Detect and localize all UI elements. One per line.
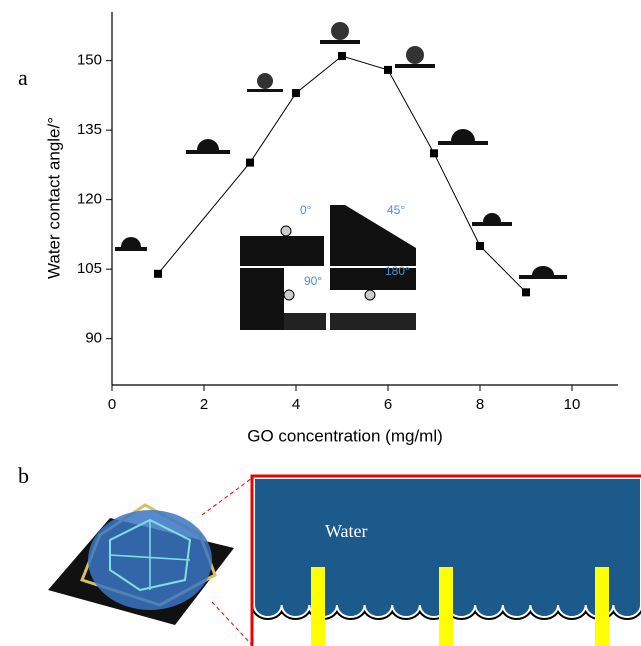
graphene-model <box>48 478 252 645</box>
x-tick-label: 0 <box>108 396 116 413</box>
x-tick-label: 6 <box>384 396 392 413</box>
inset-label: 90° <box>304 274 322 288</box>
inset-photo <box>240 268 284 330</box>
panel-label: b <box>18 463 29 488</box>
data-point <box>292 89 300 97</box>
panel-label: a <box>18 65 28 90</box>
data-point <box>154 270 162 278</box>
data-point <box>246 159 254 167</box>
inset-label: 0° <box>300 203 312 217</box>
inset-photo <box>330 313 416 330</box>
y-tick-label: 105 <box>77 260 102 277</box>
y-tick-label: 135 <box>77 121 102 138</box>
data-point <box>476 242 484 250</box>
data-point <box>384 66 392 74</box>
x-tick-label: 8 <box>476 396 484 413</box>
figure: a GO concentration (mg/ml) Water contact… <box>0 0 641 646</box>
x-tick-label: 2 <box>200 396 208 413</box>
inset-label: 45° <box>387 203 405 217</box>
x-axis-label: GO concentration (mg/ml) <box>247 426 443 445</box>
water-label: Water <box>325 521 368 541</box>
inset-photo <box>284 313 326 330</box>
data-point <box>338 52 346 60</box>
x-tick-label: 10 <box>564 396 581 413</box>
y-tick-label: 90 <box>85 330 102 347</box>
water-surface: Water <box>252 476 641 646</box>
x-tick-label: 4 <box>292 396 300 413</box>
inset-label: 180° <box>385 264 410 278</box>
inset-photo <box>240 236 324 266</box>
y-axis-label: Water contact angle/° <box>44 117 63 279</box>
y-tick-label: 120 <box>77 191 102 208</box>
y-tick-label: 150 <box>77 52 102 69</box>
data-point <box>522 288 530 296</box>
data-point <box>430 149 438 157</box>
